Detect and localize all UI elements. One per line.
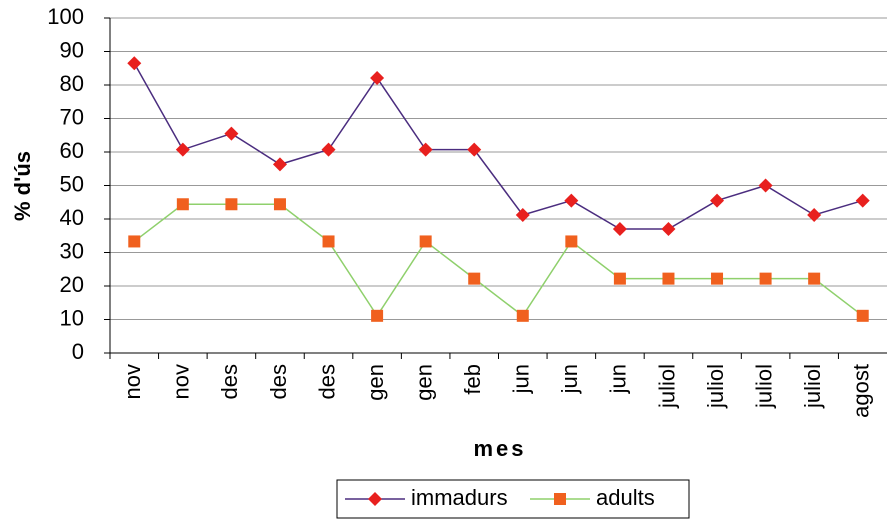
x-tick-label: gen [363,364,388,401]
x-tick-label: jun [557,364,582,394]
point [565,235,578,248]
x-tick-label: agost [849,364,874,418]
x-tick-label: nov [120,364,145,399]
x-tick-label: des [217,364,242,399]
point [127,56,142,71]
point [370,70,385,85]
point [225,198,238,211]
y-tick-label: 100 [47,4,84,29]
y-tick-label: 40 [60,205,84,230]
y-tick-label: 50 [60,171,84,196]
legend-marker [554,493,566,505]
x-tick-label: gen [411,364,436,401]
y-tick-label: 60 [60,138,84,163]
x-axis-label: mes [473,436,526,461]
x-tick-label: des [266,364,291,399]
point [468,272,481,285]
legend-box [336,479,690,519]
point [515,207,530,222]
point [467,142,482,157]
point [808,272,821,285]
legend-label: adults [596,485,655,510]
x-tick-label: juliol [654,364,679,409]
point [322,235,335,248]
point [128,235,141,248]
x-tick-label: juliol [703,364,728,409]
point [564,193,579,208]
y-tick-label: 0 [72,339,84,364]
point [272,157,287,172]
point [613,272,626,285]
series-line [133,203,864,318]
x-tick-label: des [314,364,339,399]
y-tick-label: 10 [60,305,84,330]
point [612,222,627,237]
y-tick-label: 70 [60,104,84,129]
point [419,235,432,248]
x-tick-label: nov [169,364,194,399]
point [516,309,529,322]
point [662,272,675,285]
point [710,193,725,208]
y-tick-label: 30 [60,238,84,263]
point [418,142,433,157]
point [224,126,239,141]
point [856,309,869,322]
y-tick-label: 20 [60,272,84,297]
point [175,142,190,157]
point [758,178,773,193]
x-tick-label: feb [460,364,485,395]
point [661,222,676,237]
x-tick-label: juliol [751,364,776,409]
point [273,198,286,211]
point [759,272,772,285]
series-line [133,62,863,230]
legend-marker [368,492,382,506]
y-tick-label: 80 [60,71,84,96]
y-tick-label: 90 [60,37,84,62]
point [371,309,384,322]
x-tick-label: jun [509,364,534,394]
point [855,193,870,208]
point [176,198,189,211]
point [321,142,336,157]
x-tick-label: juliol [800,364,825,409]
x-tick-label: jun [606,364,631,394]
legend-label: immadurs [411,485,508,510]
y-axis-label: % d'ús [10,151,35,221]
point [807,207,822,222]
point [711,272,724,285]
